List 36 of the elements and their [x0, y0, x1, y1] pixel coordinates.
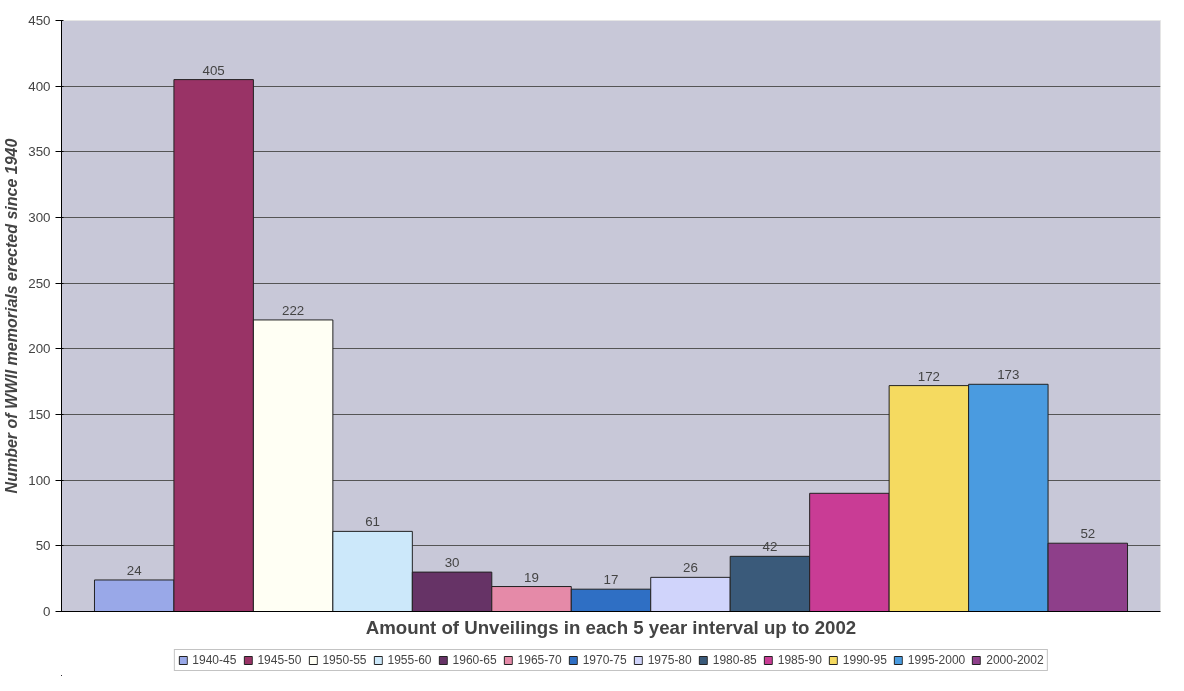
legend-label: 1955-60: [387, 653, 432, 667]
legend-label: 2000-2002: [986, 653, 1044, 667]
y-tick-label: 100: [28, 472, 51, 488]
data-label: 24: [126, 562, 143, 578]
legend-label: 1995-2000: [907, 653, 966, 667]
legend-label: 1960-65: [452, 653, 497, 667]
legend-label: 1945-50: [257, 653, 302, 667]
y-tick-label: 350: [28, 144, 51, 160]
legend-label: 1965-70: [517, 653, 562, 667]
data-label: 405: [202, 62, 225, 78]
data-label: 17: [603, 572, 619, 588]
y-tick-label: 150: [28, 407, 51, 422]
y-axis-title: Number of WWII memorials erected since 1940: [3, 138, 21, 494]
y-tick-label: 300: [28, 210, 51, 225]
legend-label: 1970-75: [582, 653, 627, 667]
data-label: 30: [444, 555, 460, 571]
data-label: 52: [1080, 526, 1096, 542]
legend-label: 1985-90: [777, 653, 822, 667]
y-tick-label: 400: [28, 78, 51, 94]
data-label: 222: [282, 302, 305, 318]
y-tick-label: 250: [28, 275, 51, 291]
legend-label: 1990-95: [842, 653, 887, 667]
data-label: 173: [997, 367, 1020, 383]
legend-label: 1950-55: [322, 653, 367, 667]
y-tick-label: 200: [28, 341, 51, 357]
data-label: 26: [683, 560, 698, 576]
y-tick-label: 450: [28, 13, 51, 28]
y-tick-label: 0: [43, 604, 51, 619]
data-label: 172: [917, 368, 940, 384]
data-label: 19: [524, 569, 539, 585]
legend-label: 1940-45: [192, 653, 237, 667]
legend-label: 1975-80: [647, 653, 692, 667]
x-axis-title: Amount of Unveilings in each 5 year interval up to 2002: [365, 616, 857, 638]
data-label: 61: [365, 514, 381, 530]
legend-label: 1980-85: [712, 653, 757, 667]
y-tick-label: 50: [35, 538, 51, 554]
